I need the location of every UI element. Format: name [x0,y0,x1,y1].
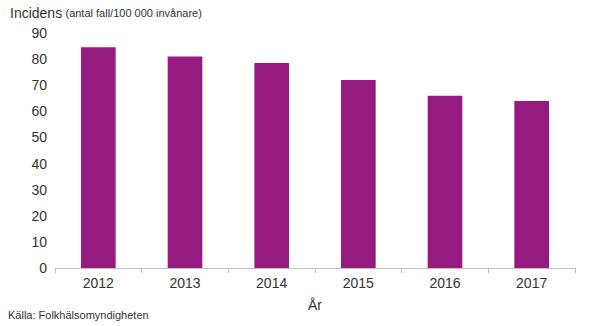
svg-text:2016: 2016 [429,275,460,291]
svg-text:2013: 2013 [169,275,200,291]
svg-text:10: 10 [31,234,47,250]
svg-text:(antal fall/100 000 invånare): (antal fall/100 000 invånare) [65,7,201,19]
svg-text:2015: 2015 [343,275,374,291]
svg-text:40: 40 [31,156,47,172]
svg-text:2014: 2014 [256,275,287,291]
svg-text:90: 90 [31,25,47,41]
svg-text:2017: 2017 [516,275,547,291]
svg-text:60: 60 [31,103,47,119]
svg-text:20: 20 [31,208,47,224]
svg-text:Incidens: Incidens [10,5,62,21]
svg-text:50: 50 [31,129,47,145]
svg-text:2012: 2012 [83,275,114,291]
svg-text:År: År [308,297,322,313]
svg-text:Källa: Folkhälsomyndigheten: Källa: Folkhälsomyndigheten [8,309,149,321]
svg-text:80: 80 [31,51,47,67]
svg-text:30: 30 [31,182,47,198]
svg-text:70: 70 [31,77,47,93]
svg-text:0: 0 [39,260,47,276]
